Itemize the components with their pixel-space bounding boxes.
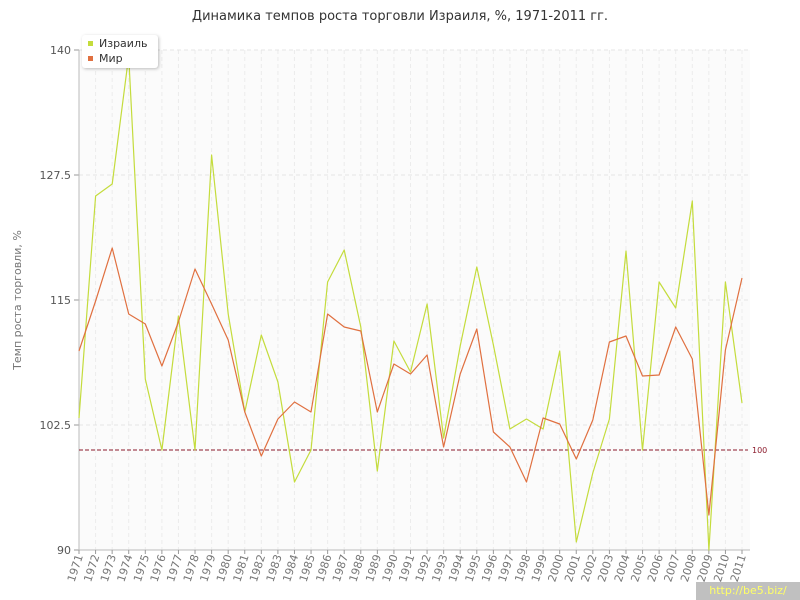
legend-label-world: Мир bbox=[99, 52, 123, 65]
legend-swatch-israel bbox=[88, 40, 93, 46]
legend: Израиль Мир bbox=[82, 35, 158, 68]
legend-item-world[interactable]: Мир bbox=[88, 52, 123, 66]
y-tick-label: 127.5 bbox=[40, 169, 72, 182]
y-tick-label: 90 bbox=[57, 544, 71, 557]
y-tick-label: 115 bbox=[50, 294, 71, 307]
legend-item-israel[interactable]: Израиль bbox=[88, 37, 147, 51]
series-line-world bbox=[78, 247, 743, 516]
y-axis-label: Темп роста торговли, % bbox=[11, 230, 24, 371]
y-tick-label: 102.5 bbox=[40, 419, 72, 432]
legend-label-israel: Израиль bbox=[99, 37, 148, 50]
legend-swatch-world bbox=[88, 55, 93, 61]
plot-area bbox=[79, 50, 750, 550]
chart-title: Динамика темпов роста торговли Израиля, … bbox=[191, 9, 609, 24]
reference-line-label: 100 bbox=[752, 446, 767, 455]
series-line-israel bbox=[78, 55, 743, 551]
watermark-link[interactable]: http://be5.biz/ bbox=[696, 582, 800, 600]
y-tick-label: 140 bbox=[50, 44, 71, 57]
